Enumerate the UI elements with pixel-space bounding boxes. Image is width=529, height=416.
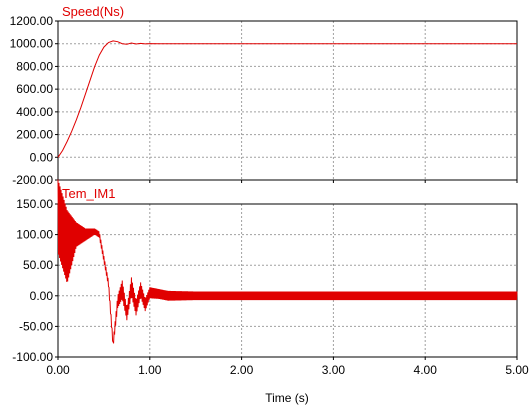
speed-series-line [57, 40, 517, 158]
torque-plot-title: Tem_IM1 [62, 186, 115, 201]
speed-y-tick-label: 0.00 [30, 150, 54, 164]
speed-y-tick-label: -200.00 [12, 173, 53, 187]
torque-plot-frame [57, 203, 518, 358]
speed-y-tick-label: 600.00 [16, 82, 53, 96]
speed-y-tick-label: 400.00 [16, 105, 53, 119]
torque-y-tick-label: -100.00 [12, 350, 53, 364]
torque-x-tick-label: 2.00 [230, 363, 254, 377]
torque-x-tick-label: 4.00 [414, 363, 438, 377]
x-axis-label: Time (s) [265, 391, 309, 405]
torque-x-tick-label: 0.00 [46, 363, 70, 377]
speed-y-tick-label: 1200.00 [10, 14, 54, 28]
torque-x-tick-label: 3.00 [322, 363, 346, 377]
speed-y-tick-label: 800.00 [16, 59, 53, 73]
torque-y-tick-label: 0.00 [30, 289, 54, 303]
torque-plot: -100.00 -50.00 0.00 50.00 100.00 150.00 0.00 1.… [12, 179, 529, 377]
speed-plot-title: Speed(Ns) [62, 4, 124, 19]
torque-series-line [57, 179, 518, 344]
speed-plot-frame [57, 20, 518, 181]
speed-y-tick-label: 200.00 [16, 128, 53, 142]
torque-y-tick-label: 150.00 [16, 197, 53, 211]
torque-x-tick-label: 5.00 [505, 363, 529, 377]
speed-plot: -200.00 0.00 200.00 400.00 600.00 800.00 1000.… [10, 14, 518, 187]
torque-y-tick-label: 50.00 [23, 258, 53, 272]
torque-y-tick-label: -50.00 [19, 319, 53, 333]
torque-x-tick-label: 1.00 [138, 363, 162, 377]
torque-y-tick-label: 100.00 [16, 228, 53, 242]
speed-y-tick-label: 1000.00 [10, 37, 54, 51]
